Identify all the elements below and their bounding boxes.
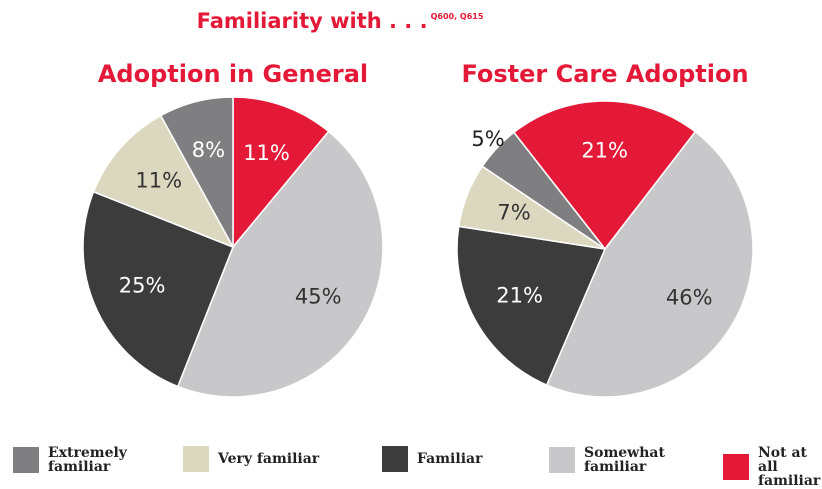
pie-title: Foster Care Adoption	[461, 60, 748, 88]
legend-item: Very familiar	[183, 446, 358, 472]
pie-slice	[545, 130, 754, 398]
legend-item: Extremely familiar	[13, 446, 133, 474]
legend-label: Somewhat familiar	[584, 445, 665, 475]
slice-label: 25%	[119, 273, 166, 297]
pie-slice	[159, 96, 234, 248]
chart-title: Familiarity with . . . Q600, Q615	[197, 9, 484, 33]
pie-title: Adoption in General	[98, 60, 368, 88]
slice-label: 11%	[135, 169, 182, 193]
chart: Familiarity with . . . Q600, Q615 Adoptio…	[82, 9, 754, 398]
pie-slice	[481, 131, 606, 250]
legend-label: Not at all familiar	[758, 445, 821, 489]
legend-swatch	[382, 446, 408, 472]
legend-label: Familiar	[417, 451, 483, 467]
question-note: Q600, Q615	[431, 12, 484, 21]
slice-label: 46%	[666, 285, 713, 309]
slice-label: 8%	[192, 138, 225, 162]
legend-label: Extremely familiar	[48, 445, 127, 475]
pie-slice	[176, 130, 384, 398]
legend-swatch	[549, 447, 575, 473]
legend-label: Very familiar	[218, 451, 320, 467]
pie-slice	[232, 96, 330, 250]
slice-label: 11%	[243, 141, 290, 165]
pie-slice	[512, 100, 697, 251]
slice-label: 7%	[497, 200, 530, 224]
legend-swatch	[723, 454, 749, 480]
slice-label: 21%	[496, 283, 543, 307]
slice-label: 21%	[581, 138, 628, 162]
legend-item: Somewhat familiar	[549, 446, 669, 474]
slice-label: 45%	[295, 284, 342, 308]
title-text: Familiarity with . . .	[197, 9, 428, 33]
legend-swatch	[183, 446, 209, 472]
pie-slice	[456, 225, 607, 387]
pie-slice	[92, 114, 235, 249]
legend-item: Familiar	[382, 446, 497, 472]
legend-item: Not at all familiar	[723, 446, 822, 488]
pie-slice	[82, 190, 234, 388]
slice-label: 5%	[471, 127, 504, 151]
legend-swatch	[13, 447, 39, 473]
